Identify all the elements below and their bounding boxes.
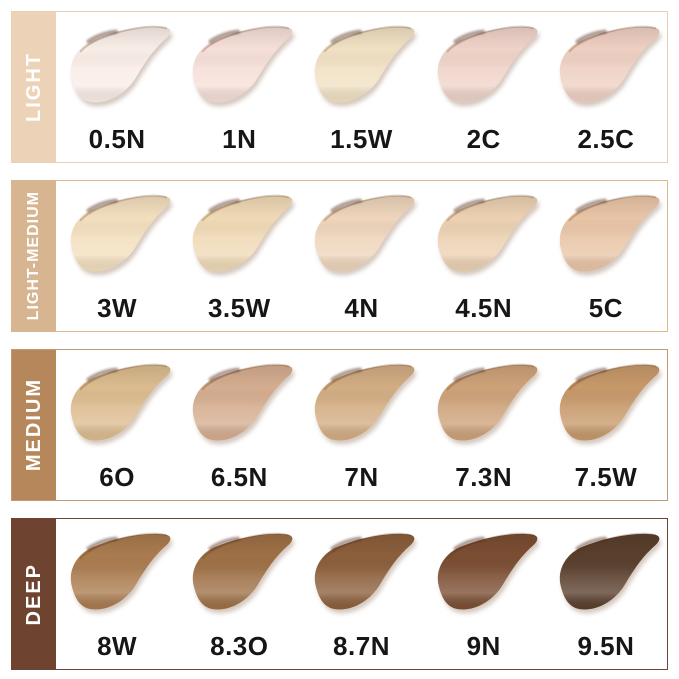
shade-label: 9.5N bbox=[577, 631, 635, 661]
swatch-area: 8W 8.3O 8.7N 9N bbox=[56, 519, 667, 669]
category-band: MEDIUM bbox=[12, 350, 56, 500]
shade-cell: 8W bbox=[56, 519, 178, 669]
swatch-smear-icon bbox=[315, 363, 415, 441]
swatch-smear-icon bbox=[437, 532, 537, 610]
shade-label: 5C bbox=[588, 293, 624, 323]
swatch-smear-icon bbox=[437, 194, 537, 272]
swatch-area: 3W 3.5W 4N 4.5N bbox=[56, 181, 667, 331]
shade-cell: 4.5N bbox=[423, 181, 545, 331]
shade-cell: 8.7N bbox=[300, 519, 422, 669]
swatch-smear-icon bbox=[315, 25, 415, 103]
shade-row-light-medium: LIGHT-MEDIUM 3W 3.5W 4N bbox=[11, 180, 668, 332]
shade-label: 6.5N bbox=[210, 462, 268, 492]
shade-cell: 8.3O bbox=[178, 519, 300, 669]
shade-cell: 1N bbox=[178, 12, 300, 162]
shade-label: 1N bbox=[222, 124, 257, 154]
shade-label: 8.7N bbox=[333, 631, 390, 661]
shade-cell: 7N bbox=[300, 350, 422, 500]
swatch-smear-icon bbox=[315, 532, 415, 610]
shade-label: 6O bbox=[99, 462, 135, 492]
shade-label: 7N bbox=[344, 462, 379, 492]
shade-cell: 3W bbox=[56, 181, 178, 331]
swatch-smear-icon bbox=[559, 363, 660, 441]
shade-cell: 3.5W bbox=[178, 181, 300, 331]
swatch-smear-icon bbox=[70, 532, 171, 610]
shade-cell: 7.5W bbox=[545, 350, 667, 500]
swatch-smear-icon bbox=[559, 25, 660, 103]
shade-label: 7.5W bbox=[574, 462, 638, 492]
swatch-smear-icon bbox=[193, 25, 293, 103]
shade-cell: 2.5C bbox=[545, 12, 667, 162]
category-label: LIGHT-MEDIUM bbox=[25, 191, 42, 321]
category-label: DEEP bbox=[22, 562, 45, 626]
shade-cell: 4N bbox=[300, 181, 422, 331]
category-band: DEEP bbox=[12, 519, 56, 669]
shade-label: 0.5N bbox=[88, 124, 146, 154]
swatch-smear-icon bbox=[193, 194, 293, 272]
category-band: LIGHT bbox=[12, 12, 56, 162]
swatch-smear-icon bbox=[559, 532, 660, 610]
swatch-smear-icon bbox=[193, 532, 293, 610]
shade-label: 4.5N bbox=[455, 293, 513, 323]
swatch-area: 6O 6.5N 7N 7.3N bbox=[56, 350, 667, 500]
swatch-smear-icon bbox=[70, 363, 171, 441]
shade-label: 2.5C bbox=[577, 124, 635, 154]
category-label: MEDIUM bbox=[22, 378, 45, 472]
swatch-smear-icon bbox=[315, 194, 415, 272]
shade-label: 2C bbox=[466, 124, 501, 154]
shade-label: 8W bbox=[97, 631, 138, 661]
swatch-smear-icon bbox=[70, 25, 171, 103]
shade-row-deep: DEEP 8W 8.3O 8.7N bbox=[11, 518, 668, 670]
shade-label: 1.5W bbox=[330, 124, 393, 154]
swatch-smear-icon bbox=[70, 194, 171, 272]
category-label: LIGHT bbox=[22, 52, 45, 122]
shade-label: 7.3N bbox=[455, 462, 513, 492]
shade-label: 9N bbox=[466, 631, 501, 661]
swatch-smear-icon bbox=[559, 194, 660, 272]
shade-label: 3.5W bbox=[207, 293, 271, 323]
shade-cell: 7.3N bbox=[423, 350, 545, 500]
shade-cell: 6O bbox=[56, 350, 178, 500]
shade-row-medium: MEDIUM 6O 6.5N 7N bbox=[11, 349, 668, 501]
category-band: LIGHT-MEDIUM bbox=[12, 181, 56, 331]
shade-label: 4N bbox=[344, 293, 379, 323]
swatch-area: 0.5N 1N 1.5W 2C bbox=[56, 12, 667, 162]
shade-label: 8.3O bbox=[210, 631, 269, 661]
swatch-smear-icon bbox=[437, 25, 537, 103]
swatch-smear-icon bbox=[437, 363, 537, 441]
shade-cell: 5C bbox=[545, 181, 667, 331]
shade-row-light: LIGHT 0.5N 1N 1.5W bbox=[11, 11, 668, 163]
shade-cell: 2C bbox=[423, 12, 545, 162]
shade-label: 3W bbox=[97, 293, 138, 323]
shade-cell: 1.5W bbox=[300, 12, 422, 162]
shade-cell: 9.5N bbox=[545, 519, 667, 669]
shade-cell: 0.5N bbox=[56, 12, 178, 162]
shade-cell: 9N bbox=[423, 519, 545, 669]
shade-cell: 6.5N bbox=[178, 350, 300, 500]
swatch-smear-icon bbox=[193, 363, 293, 441]
